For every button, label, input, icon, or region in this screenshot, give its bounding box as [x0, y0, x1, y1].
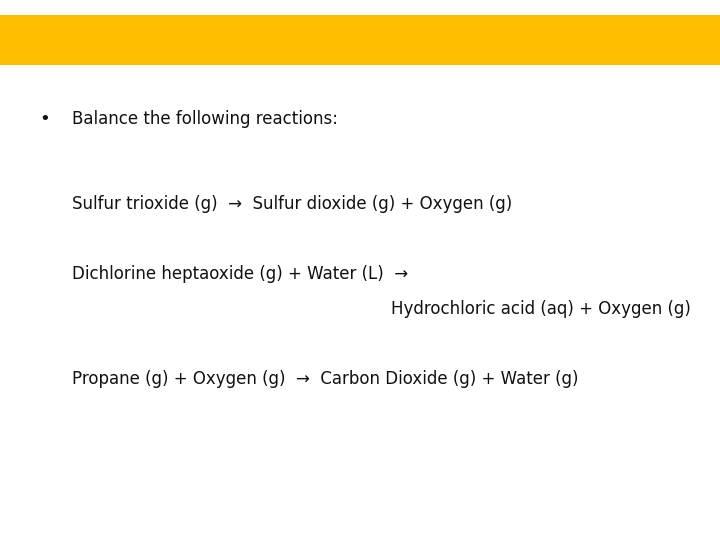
Text: Balance the following reactions:: Balance the following reactions:	[72, 110, 338, 128]
Text: •: •	[40, 110, 50, 128]
Text: Group Work: Group Work	[287, 28, 433, 52]
Text: Propane (g) + Oxygen (g)  →  Carbon Dioxide (g) + Water (g): Propane (g) + Oxygen (g) → Carbon Dioxid…	[72, 370, 578, 388]
Text: Hydrochloric acid (aq) + Oxygen (g): Hydrochloric acid (aq) + Oxygen (g)	[392, 300, 691, 318]
Text: Dichlorine heptaoxide (g) + Water (L)  →: Dichlorine heptaoxide (g) + Water (L) →	[72, 265, 408, 283]
Text: Sulfur trioxide (g)  →  Sulfur dioxide (g) + Oxygen (g): Sulfur trioxide (g) → Sulfur dioxide (g)…	[72, 195, 512, 213]
